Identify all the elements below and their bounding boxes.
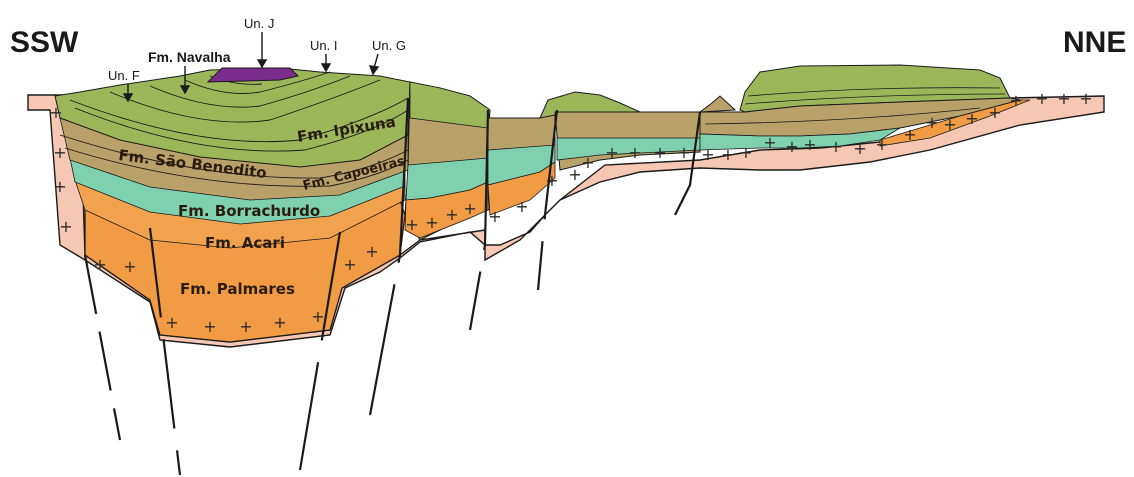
basement-cross: + [488, 207, 501, 226]
basement-cross: + [239, 317, 252, 336]
basement-cross: + [988, 103, 1001, 122]
basement-cross: + [365, 242, 378, 261]
basement-cross: + [829, 137, 842, 156]
east-fold-lines [704, 87, 1006, 125]
basement-cross: + [943, 115, 956, 134]
basement-cross: + [545, 171, 558, 190]
fold-lines [59, 71, 409, 187]
basement-crosses: + + + + + + + + + + + + + + + + + + + + + + + + + + + + + + + + + + + + + + + +… [49, 89, 1092, 336]
basement-cross: + [463, 199, 476, 218]
basement-cross: + [875, 135, 888, 154]
label-fm-acari: Fm. Acari [205, 234, 285, 252]
basement-cross: + [53, 177, 66, 196]
basement-cross: + [445, 205, 458, 224]
unit-arrows [122, 32, 380, 103]
label-fm-navalha: Fm. Navalha [148, 49, 231, 65]
basement-cross: + [763, 133, 776, 152]
basement-cross: + [568, 165, 581, 184]
label-un-j: Un. J [244, 16, 274, 31]
basement-cross: + [203, 317, 216, 336]
basement-cross: + [59, 217, 72, 236]
label-un-f: Un. F [108, 68, 140, 83]
east-block-orange [879, 99, 1031, 147]
basement-cross: + [311, 307, 324, 326]
basement-cross: + [628, 143, 641, 162]
basement-cross: + [123, 257, 136, 276]
basement-cross: + [1009, 91, 1022, 110]
middle-block-2-orange [487, 161, 556, 216]
basement-cross: + [1035, 89, 1048, 108]
basement-cross: + [965, 109, 978, 128]
basement-cross: + [343, 255, 356, 274]
basement-cross: + [1079, 89, 1092, 108]
basement-cross: + [165, 313, 178, 332]
label-un-i: Un. I [310, 38, 337, 53]
orientation-nne: NNE [1063, 26, 1126, 59]
orientation-ssw: SSW [10, 26, 79, 59]
basement-cross: + [405, 215, 418, 234]
basement-cross: + [49, 103, 62, 122]
fault-lines [83, 97, 702, 476]
label-un-g: Un. G [372, 38, 406, 53]
basement-cross: + [1057, 89, 1070, 108]
basement-cross: + [785, 137, 798, 156]
hill-small [698, 95, 737, 113]
basement-cross: + [677, 143, 690, 162]
basement-cross: + [803, 135, 816, 154]
basement-cross: + [425, 213, 438, 232]
basement-cross: + [903, 125, 916, 144]
basement-cross: + [653, 143, 666, 162]
basement-cross: + [605, 143, 618, 162]
basement-cross: + [273, 313, 286, 332]
basement-cross: + [721, 145, 734, 164]
basement-cross: + [925, 113, 938, 132]
middle-block-1-green [409, 81, 491, 129]
basement-cross: + [739, 143, 752, 162]
basement-cross: + [53, 143, 66, 162]
label-fm-borrachurdo: Fm. Borrachurdo [178, 202, 320, 220]
basement-cross: + [515, 197, 528, 216]
layer-ipixuna [54, 67, 411, 168]
middle-block-3-teal [556, 137, 701, 161]
basement-cross: + [93, 255, 106, 274]
basement-cross: + [581, 153, 594, 172]
basement-cross: + [853, 139, 866, 158]
label-fm-palmares: Fm. Palmares [180, 280, 295, 298]
basement-cross: + [701, 145, 714, 164]
navalha-cap [206, 67, 299, 83]
